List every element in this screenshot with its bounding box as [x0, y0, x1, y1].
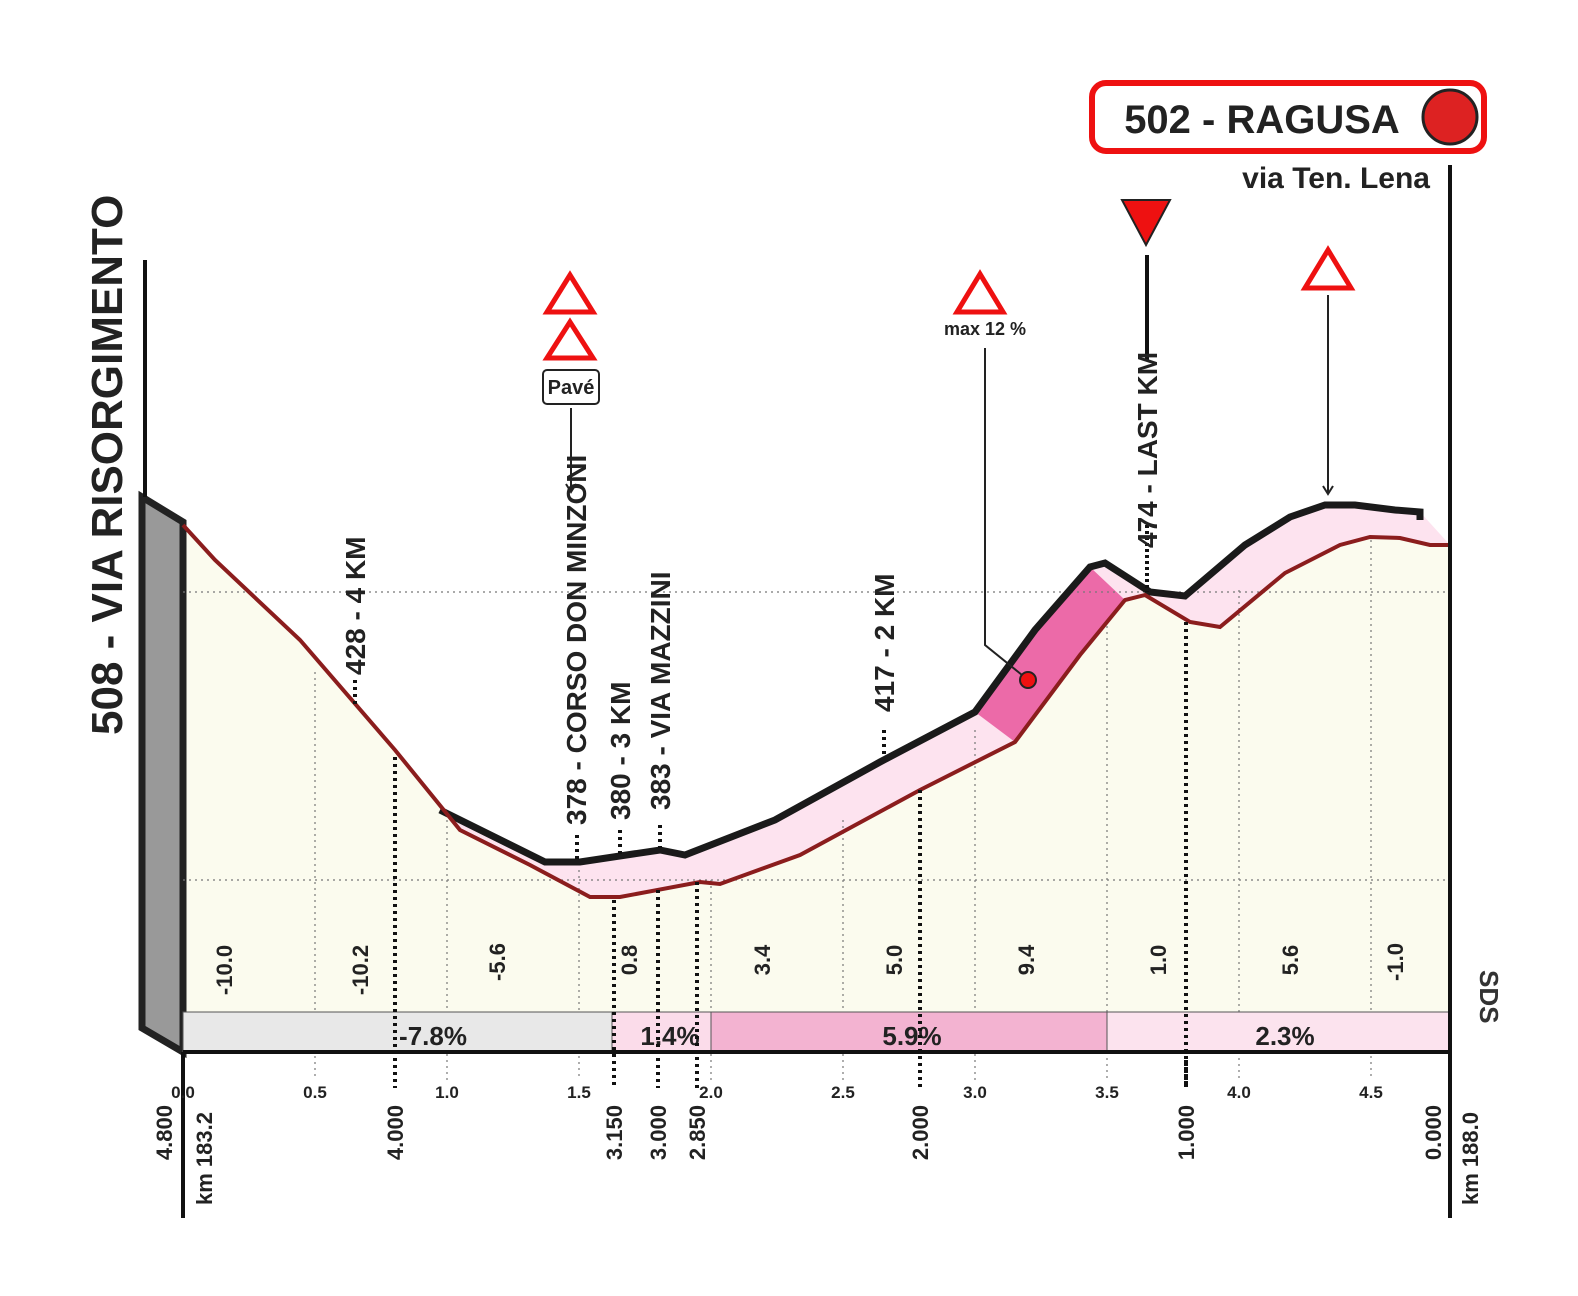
- km-tick: 3.5: [1095, 1083, 1119, 1102]
- last-km-flag: [1120, 199, 1172, 248]
- sector-gradient: 1.4%: [640, 1021, 699, 1051]
- finish-street: via Ten. Lena: [1242, 162, 1430, 195]
- distance-mark: 4.800: [152, 1105, 177, 1160]
- km-tick: 4.0: [1227, 1083, 1251, 1102]
- km-tick: 0.0: [171, 1083, 195, 1102]
- finish-box: [1089, 80, 1487, 154]
- gradient: -1.0: [1383, 943, 1408, 981]
- pave-label: Pavé: [548, 377, 595, 399]
- sector-bar: [182, 1011, 613, 1053]
- distance-mark: 2.850: [685, 1105, 710, 1160]
- finish-icon: [1421, 88, 1479, 146]
- logo: SDS: [1474, 970, 1504, 1023]
- terrain: [183, 525, 1450, 1012]
- pointer: [565, 295, 1334, 676]
- gradient: 9.4: [1014, 944, 1039, 975]
- distance-line: [353, 622, 1188, 1088]
- annotation: 380 - 3 KM: [605, 682, 636, 821]
- km-tick: 3.0: [963, 1083, 987, 1102]
- grid: [183, 540, 1450, 1080]
- km-tick: 0.5: [303, 1083, 327, 1102]
- road-bottom: [181, 523, 1450, 899]
- km-tick: 1.5: [567, 1083, 591, 1102]
- distance-mark: 1.000: [1174, 1105, 1199, 1160]
- km-tick: 2.0: [699, 1083, 723, 1102]
- gradient: 3.4: [750, 944, 775, 975]
- distance-mark: 0.000: [1421, 1105, 1446, 1160]
- max-gradient: max 12 %: [944, 319, 1026, 339]
- km-tick: 1.0: [435, 1083, 459, 1102]
- gradient: 0.8: [617, 945, 642, 976]
- annotation: 474 - LAST KM: [1132, 352, 1163, 548]
- start-label: 508 - VIA RISORGIMENTO: [83, 195, 132, 735]
- annotation: 428 - 4 KM: [340, 537, 371, 676]
- pave-box: [542, 369, 600, 405]
- road-band: [440, 505, 1450, 897]
- km-tick: 4.5: [1359, 1083, 1383, 1102]
- gradient: 5.6: [1278, 945, 1303, 976]
- km-end: km 188.0: [1458, 1112, 1483, 1205]
- gradient: 5.0: [882, 945, 907, 976]
- sector-bar: [710, 1011, 1108, 1053]
- distance-mark: 3.150: [602, 1105, 627, 1160]
- sector-gradient: -7.8%: [399, 1021, 467, 1051]
- gradient: 1.0: [1146, 945, 1171, 976]
- sector-gradient: 5.9%: [882, 1021, 941, 1051]
- annotation: 383 - VIA MAZZINI: [645, 571, 676, 810]
- km-start: km 183.2: [192, 1112, 217, 1205]
- sector-gradient: 2.3%: [1255, 1021, 1314, 1051]
- max-gradient-point: [1019, 671, 1037, 689]
- start-wall: [138, 490, 187, 1059]
- gradient: -10.0: [212, 945, 237, 995]
- distance-mark: 3.000: [646, 1105, 671, 1160]
- road-top: [438, 501, 1424, 866]
- finish-title: 502 - RAGUSA: [1124, 98, 1400, 142]
- distance-mark: 2.000: [908, 1105, 933, 1160]
- km-tick: 2.5: [831, 1083, 855, 1102]
- gradient: -10.2: [348, 945, 373, 995]
- sector-bar: [1106, 1011, 1451, 1053]
- gradient: -5.6: [485, 943, 510, 981]
- warning-signs: [542, 245, 1356, 361]
- steep-section: [975, 567, 1125, 742]
- annotation: 417 - 2 KM: [869, 574, 900, 713]
- annotation: 378 - CORSO DON MINZONI: [561, 455, 592, 825]
- distance-mark: 4.000: [383, 1105, 408, 1160]
